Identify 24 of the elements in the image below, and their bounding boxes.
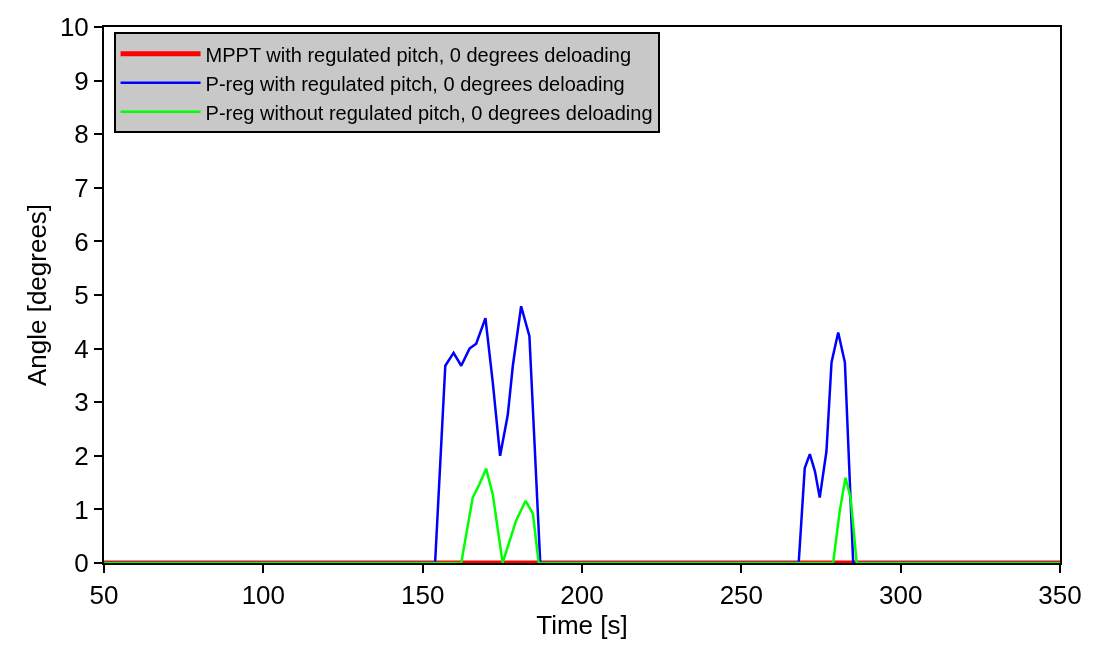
y-tick-label: 9 xyxy=(74,65,89,96)
y-tick-label: 8 xyxy=(74,119,89,150)
y-tick-label: 6 xyxy=(74,226,89,257)
y-tick-label: 10 xyxy=(59,12,89,43)
legend-label: P-reg with regulated pitch, 0 degrees deloading xyxy=(205,72,625,95)
x-tick-label: 150 xyxy=(400,580,445,611)
line-series xyxy=(104,467,1060,563)
x-tick-label: 300 xyxy=(878,580,923,611)
legend-label: P-reg without regulated pitch, 0 degrees deloading xyxy=(205,101,653,124)
y-tick-label: 2 xyxy=(74,440,89,471)
x-axis-title: Time [s] xyxy=(536,610,628,641)
y-axis-title: Angle [degrees] xyxy=(21,203,52,387)
legend-label: MPPT with regulated pitch, 0 degrees deloading xyxy=(205,43,632,66)
y-tick-label: 5 xyxy=(74,280,89,311)
x-tick-label: 100 xyxy=(241,580,286,611)
y-tick-label: 7 xyxy=(74,172,89,203)
x-tick-label: 50 xyxy=(89,580,119,611)
x-tick-label: 250 xyxy=(719,580,764,611)
y-tick-label: 4 xyxy=(74,333,89,364)
y-tick-label: 0 xyxy=(74,548,89,579)
x-tick-label: 200 xyxy=(560,580,604,611)
y-tick-label: 1 xyxy=(74,494,89,525)
x-tick-label: 350 xyxy=(1038,580,1082,611)
y-tick-label: 3 xyxy=(74,387,89,418)
